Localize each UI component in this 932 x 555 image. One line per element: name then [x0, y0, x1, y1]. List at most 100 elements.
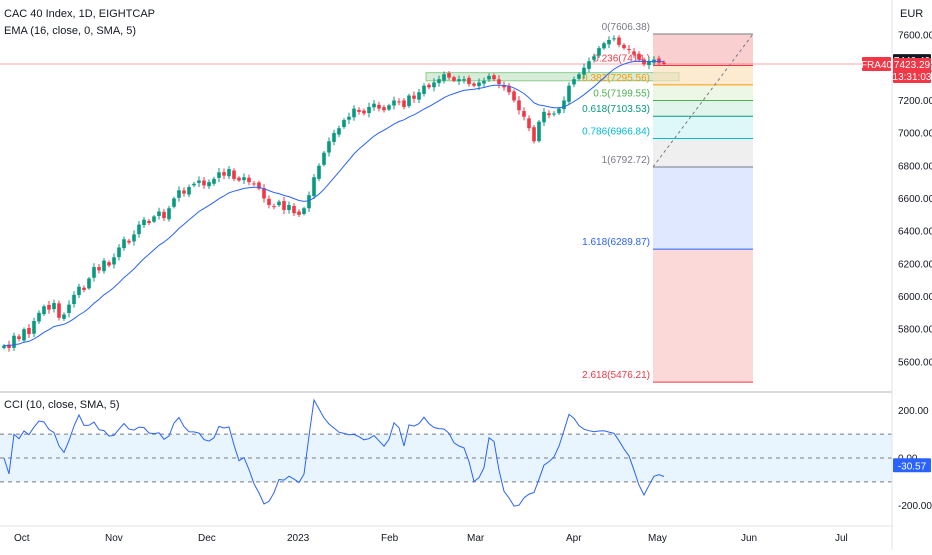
- candle[interactable]: [277, 199, 281, 208]
- candle[interactable]: [352, 105, 356, 121]
- candle[interactable]: [527, 115, 531, 132]
- candle[interactable]: [202, 177, 206, 189]
- candle[interactable]: [452, 75, 456, 83]
- candle[interactable]: [182, 187, 186, 197]
- candle[interactable]: [432, 78, 436, 92]
- candle[interactable]: [422, 83, 426, 97]
- candle[interactable]: [292, 203, 296, 217]
- candle[interactable]: [262, 184, 266, 203]
- candle[interactable]: [357, 107, 361, 115]
- candle[interactable]: [197, 176, 201, 188]
- cci-indicator-label[interactable]: CCI (10, close, SMA, 5): [4, 399, 120, 411]
- candle[interactable]: [517, 96, 521, 115]
- candle[interactable]: [247, 174, 251, 186]
- candle[interactable]: [307, 191, 311, 212]
- candle[interactable]: [107, 260, 111, 268]
- candle[interactable]: [312, 174, 316, 200]
- candle[interactable]: [167, 205, 171, 222]
- candle[interactable]: [407, 93, 411, 108]
- candle[interactable]: [577, 72, 581, 81]
- candle[interactable]: [117, 244, 121, 261]
- candle[interactable]: [647, 57, 651, 70]
- candle[interactable]: [147, 218, 151, 226]
- candle[interactable]: [287, 201, 291, 214]
- candle[interactable]: [637, 51, 641, 63]
- candle[interactable]: [172, 196, 176, 209]
- candle[interactable]: [382, 104, 386, 113]
- candle[interactable]: [272, 203, 276, 210]
- candle[interactable]: [567, 82, 571, 106]
- candle[interactable]: [137, 221, 141, 238]
- ema-line[interactable]: [3, 60, 665, 347]
- candle[interactable]: [332, 129, 336, 146]
- candle[interactable]: [267, 195, 271, 209]
- candle[interactable]: [367, 102, 371, 118]
- candle[interactable]: [627, 45, 631, 54]
- candle[interactable]: [337, 125, 341, 138]
- candle[interactable]: [552, 111, 556, 117]
- candle[interactable]: [377, 101, 381, 112]
- candle[interactable]: [387, 103, 391, 112]
- candle[interactable]: [462, 76, 466, 84]
- candle[interactable]: [342, 118, 346, 129]
- candle[interactable]: [617, 35, 621, 48]
- candle[interactable]: [27, 324, 31, 339]
- candle[interactable]: [82, 285, 86, 293]
- candle[interactable]: [252, 180, 256, 187]
- candle[interactable]: [597, 45, 601, 58]
- candle[interactable]: [227, 166, 231, 180]
- candle[interactable]: [402, 97, 406, 110]
- candle[interactable]: [507, 82, 511, 96]
- symbol-badge[interactable]: FRA40: [861, 56, 893, 71]
- candle[interactable]: [427, 82, 431, 90]
- candle[interactable]: [607, 36, 611, 48]
- candle[interactable]: [327, 137, 331, 157]
- candle[interactable]: [37, 310, 41, 325]
- candle[interactable]: [622, 43, 626, 50]
- candle[interactable]: [132, 230, 136, 246]
- candle[interactable]: [587, 57, 591, 73]
- candle[interactable]: [152, 214, 156, 224]
- candle[interactable]: [2, 344, 6, 350]
- candle[interactable]: [17, 334, 21, 342]
- candle[interactable]: [112, 253, 116, 269]
- candle[interactable]: [32, 317, 36, 337]
- candle[interactable]: [237, 176, 241, 183]
- candle[interactable]: [412, 91, 416, 103]
- candle[interactable]: [177, 186, 181, 202]
- candle[interactable]: [482, 77, 486, 87]
- candle[interactable]: [12, 332, 16, 351]
- candle[interactable]: [52, 299, 56, 313]
- candle[interactable]: [62, 312, 66, 321]
- candle[interactable]: [542, 108, 546, 127]
- candle[interactable]: [77, 283, 81, 298]
- candle[interactable]: [457, 75, 461, 86]
- candle[interactable]: [497, 75, 501, 89]
- candle[interactable]: [157, 207, 161, 220]
- candle[interactable]: [512, 89, 516, 103]
- candle[interactable]: [547, 110, 551, 119]
- candle[interactable]: [487, 73, 491, 82]
- candle[interactable]: [257, 180, 261, 191]
- candle[interactable]: [322, 151, 326, 167]
- ema-indicator-label[interactable]: EMA (16, close, 0, SMA, 5): [4, 25, 137, 37]
- candle[interactable]: [317, 163, 321, 182]
- candle[interactable]: [87, 276, 91, 290]
- candle[interactable]: [582, 63, 586, 79]
- candle[interactable]: [192, 181, 196, 188]
- candle[interactable]: [242, 173, 246, 184]
- candle[interactable]: [22, 327, 26, 343]
- candle[interactable]: [302, 206, 306, 216]
- candle[interactable]: [47, 300, 51, 314]
- candle[interactable]: [447, 70, 451, 80]
- candle[interactable]: [417, 88, 421, 103]
- candle[interactable]: [232, 168, 236, 182]
- candle[interactable]: [612, 35, 616, 42]
- candle[interactable]: [372, 100, 376, 111]
- candle[interactable]: [537, 120, 541, 143]
- candle[interactable]: [127, 238, 131, 245]
- candle[interactable]: [562, 96, 566, 114]
- candle[interactable]: [122, 236, 126, 251]
- candle[interactable]: [532, 124, 536, 144]
